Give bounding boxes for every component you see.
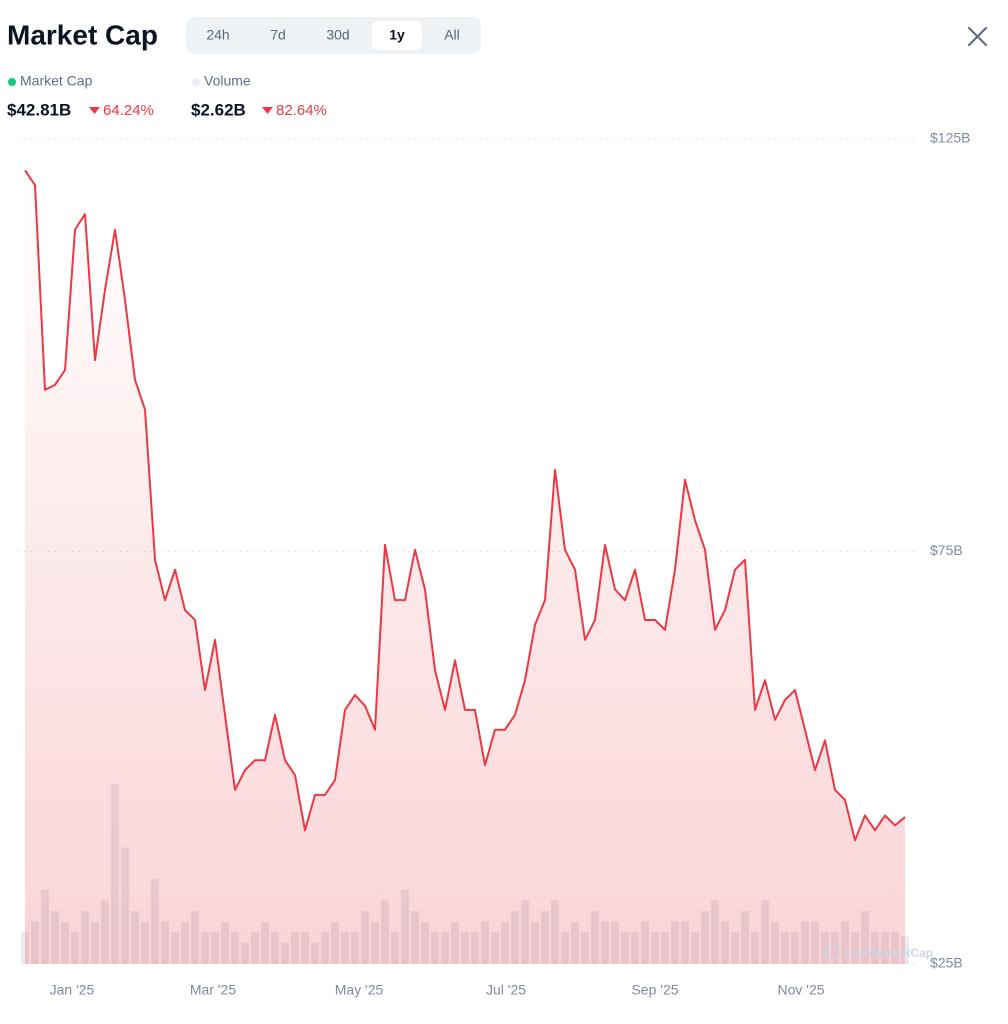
legend-dot — [192, 78, 200, 86]
watermark-logo — [824, 945, 840, 961]
close-button[interactable] — [967, 26, 988, 47]
change: 82.64% — [276, 102, 327, 119]
x-tick-label: Jul '25 — [486, 982, 526, 998]
line — [24, 169, 906, 842]
tab[interactable]: All — [444, 27, 460, 43]
change: 64.24% — [103, 102, 154, 119]
x-tick-label: Nov '25 — [777, 982, 824, 998]
area-fill — [25, 170, 905, 965]
x-tick-label: Sep '25 — [631, 982, 678, 998]
active-tab — [372, 21, 422, 50]
tab[interactable]: 30d — [326, 27, 349, 43]
y-tick-label: $25B — [930, 955, 963, 971]
tab[interactable]: 24h — [206, 27, 229, 43]
y-tick-label: $125B — [930, 130, 970, 146]
tab[interactable]: 1y — [389, 27, 405, 43]
title: Market Cap — [7, 19, 158, 50]
summary-value: $42.81B — [7, 100, 71, 119]
tab[interactable]: 7d — [270, 27, 286, 43]
summary-value: $2.62B — [191, 100, 246, 119]
x-tick-label: Jan '25 — [50, 982, 95, 998]
x-tick-label: Mar '25 — [190, 982, 236, 998]
watermark: CoinMarketCap — [845, 946, 933, 960]
down-arrow — [89, 107, 100, 114]
legend-dot — [8, 78, 16, 86]
legend-label: Volume — [204, 73, 251, 89]
x-tick-label: May '25 — [335, 982, 384, 998]
down-arrow — [262, 107, 273, 114]
y-tick-label: $75B — [930, 542, 963, 558]
legend-label: Market Cap — [20, 73, 93, 89]
